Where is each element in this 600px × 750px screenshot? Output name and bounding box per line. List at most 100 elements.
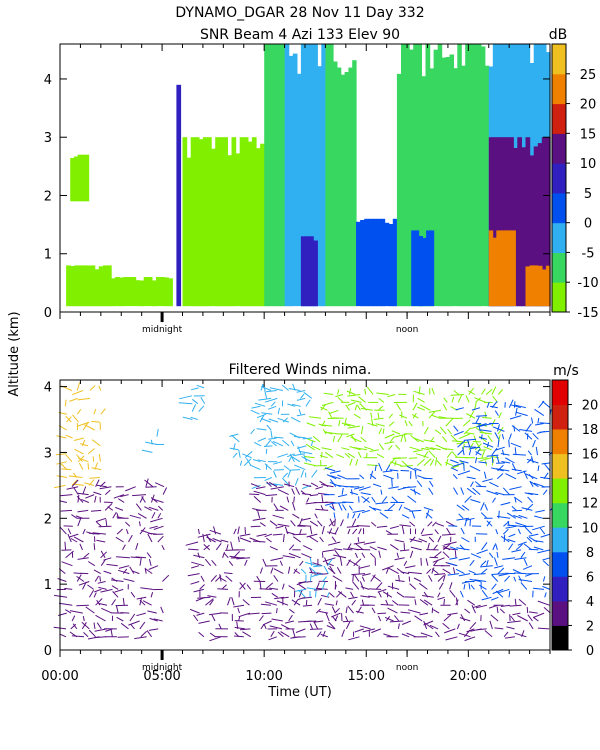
wind-barb xyxy=(309,494,319,497)
wind-barb xyxy=(521,507,533,511)
wind-barb xyxy=(223,572,233,575)
wind-barb xyxy=(125,521,131,527)
wind-barb xyxy=(77,509,89,513)
wind-barb xyxy=(223,552,229,559)
wind-barb xyxy=(345,621,351,630)
wind-barb xyxy=(528,548,539,551)
wind-barb xyxy=(484,630,493,638)
wind-barb xyxy=(450,459,459,464)
wind-barb xyxy=(460,487,465,495)
wind-barb xyxy=(81,621,90,630)
wind-barb xyxy=(200,575,205,582)
wind-barb xyxy=(402,620,411,625)
wind-barb xyxy=(421,533,433,536)
wind-barb xyxy=(383,474,394,480)
wind-barb xyxy=(193,588,204,593)
wind-barb xyxy=(372,575,382,582)
snr-cell xyxy=(529,265,535,307)
wind-barb xyxy=(148,506,159,511)
wind-barb xyxy=(98,586,107,590)
wind-barb xyxy=(341,629,345,637)
wind-barb xyxy=(506,626,515,630)
wind-barb xyxy=(400,465,413,467)
wind-barb xyxy=(270,430,273,439)
wind-barb xyxy=(464,495,472,503)
wind-barb xyxy=(91,420,100,423)
wind-barb xyxy=(193,554,205,559)
wind-barb xyxy=(134,636,147,640)
wind-barb xyxy=(353,486,365,490)
snr-cell xyxy=(473,44,478,307)
y-tick-label: 3 xyxy=(44,446,52,461)
wind-barb xyxy=(414,615,423,622)
wind-barb xyxy=(382,591,393,598)
wind-barb xyxy=(259,588,272,590)
snr-cell xyxy=(545,137,551,307)
wind-barb xyxy=(120,622,129,630)
wind-barb xyxy=(385,599,389,606)
snr-cell xyxy=(156,277,161,307)
wind-barb xyxy=(298,518,303,527)
wind-barb xyxy=(465,432,475,435)
wind-barb xyxy=(315,608,321,614)
wind-barb xyxy=(277,523,290,527)
wind-barb xyxy=(518,598,527,606)
wind-barb xyxy=(265,494,278,497)
wind-barb xyxy=(197,533,211,538)
wind-barb xyxy=(130,591,136,598)
wind-barb xyxy=(332,575,343,582)
wind-barb xyxy=(328,528,333,535)
wind-barb xyxy=(242,453,252,459)
wind-barb xyxy=(269,520,278,527)
snr-cell xyxy=(372,218,378,307)
wind-barb xyxy=(349,491,359,496)
wind-barb xyxy=(407,609,421,614)
wind-barb xyxy=(370,412,373,419)
wind-barb xyxy=(532,616,539,622)
wind-barb xyxy=(268,437,277,440)
wind-barb xyxy=(372,483,382,488)
wind-barb xyxy=(453,430,464,436)
wind-barb xyxy=(292,628,296,637)
wind-barb xyxy=(329,518,334,527)
wind-barb xyxy=(302,545,313,551)
snr-cell xyxy=(135,280,141,307)
wind-barb xyxy=(458,433,470,440)
wind-barb xyxy=(55,453,67,456)
wind-barb xyxy=(513,496,523,503)
wind-barb xyxy=(191,404,197,412)
wind-barb xyxy=(459,617,471,622)
snr-cell xyxy=(503,230,509,307)
wind-barb xyxy=(450,467,459,472)
wind-barb xyxy=(64,587,73,590)
wind-barb xyxy=(361,496,370,503)
wind-barb xyxy=(380,489,383,495)
wind-barb xyxy=(347,543,352,551)
wind-barb xyxy=(409,509,422,512)
wind-barb xyxy=(382,470,393,473)
wind-barb xyxy=(112,591,119,598)
wind-barb xyxy=(423,439,435,443)
snr-cell xyxy=(300,236,306,307)
wind-barb xyxy=(473,435,477,443)
wind-barb xyxy=(190,416,198,420)
snr-colorbar-label: -15 xyxy=(577,306,598,321)
wind-barb xyxy=(190,581,200,585)
snr-cell xyxy=(368,218,373,307)
wind-barb xyxy=(517,541,527,546)
wind-barb xyxy=(494,565,504,569)
wind-barb xyxy=(59,494,73,497)
wind-barb xyxy=(298,450,313,455)
wind-barb xyxy=(480,502,485,511)
snr-cell xyxy=(280,44,286,307)
snr-cell xyxy=(309,236,314,307)
wind-barb xyxy=(96,622,102,630)
wind-barb xyxy=(428,450,436,459)
wind-barb xyxy=(103,570,112,575)
wind-barb xyxy=(106,563,118,567)
wind-barb xyxy=(438,582,444,590)
wind-barb xyxy=(453,390,460,395)
wind-barb xyxy=(466,487,477,496)
wind-barb xyxy=(500,604,511,607)
wind-barb xyxy=(470,499,481,503)
